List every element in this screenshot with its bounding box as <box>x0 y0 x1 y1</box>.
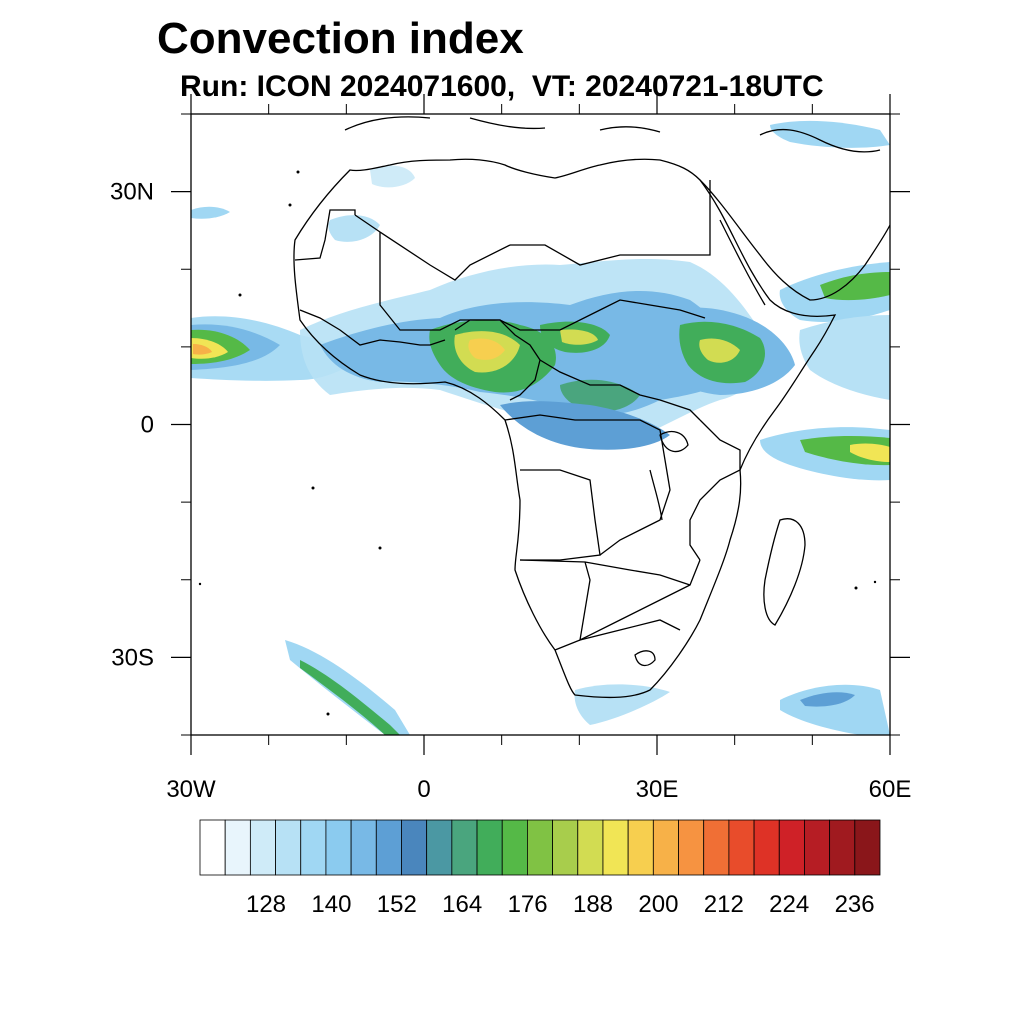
field-indian-ocean-yellow <box>850 443 890 462</box>
convection-field <box>191 120 890 735</box>
colorbar-label: 224 <box>769 891 809 918</box>
colorbar-swatch <box>501 819 528 876</box>
colorbar-swatch <box>778 819 805 876</box>
lon-tick-label: 0 <box>417 776 430 803</box>
field-morocco <box>328 215 380 242</box>
colorbar-swatch <box>804 819 831 876</box>
island-6 <box>873 580 877 584</box>
border-nigeria-cameroon <box>454 319 541 401</box>
lake-tanganyika <box>649 469 663 521</box>
field-ethiopia-yellow <box>699 338 740 363</box>
coastlines-borders <box>293 116 890 699</box>
island-1 <box>311 486 315 490</box>
lat-tick-label: 30S <box>111 644 154 671</box>
colorbar-label: 188 <box>573 891 613 918</box>
red-sea-east <box>719 219 766 306</box>
colorbar-swatch <box>451 819 478 876</box>
island-5 <box>854 586 858 590</box>
colorbar-swatch <box>552 819 579 876</box>
colorbar-label: 128 <box>246 891 286 918</box>
island-2 <box>378 546 382 550</box>
colorbar-swatch <box>829 819 856 876</box>
colorbar-swatch <box>401 819 428 876</box>
field-south-africa <box>574 684 670 725</box>
border-south-africa <box>554 619 681 651</box>
colorbar-swatch <box>476 819 503 876</box>
island-8 <box>288 203 292 207</box>
colorbar: 128 140 152 164 176 188 200 212 224 236 <box>199 819 881 918</box>
colorbar-swatch <box>652 819 679 876</box>
border-libya-egypt <box>510 180 711 266</box>
colorbar-label: 212 <box>704 891 744 918</box>
madagascar-coast <box>763 518 806 626</box>
border-sahel <box>379 232 706 331</box>
colorbar-swatch <box>350 819 377 876</box>
colorbar-swatch <box>527 819 553 876</box>
border-west-africa <box>299 309 446 346</box>
axis-tick-labels: 30N 0 30S 30W 0 30E 60E <box>110 179 911 803</box>
border-southern-africa <box>519 559 701 642</box>
colorbar-swatch <box>426 819 453 876</box>
field-south-indian-core <box>800 692 855 707</box>
colorbar-swatch <box>224 819 251 876</box>
mediterranean-north-coast <box>344 116 661 133</box>
border-angola <box>520 469 601 561</box>
africa-coastline <box>293 158 837 699</box>
colorbar-swatch <box>199 819 226 876</box>
arabia-coast <box>699 128 890 301</box>
lake-victoria <box>659 431 689 453</box>
chart-subtitle: Run: ICON 2024071600, VT: 20240721-18UTC <box>180 70 824 103</box>
colorbar-label: 164 <box>442 891 482 918</box>
lat-tick-label: 0 <box>141 412 154 439</box>
lon-tick-label: 30W <box>166 776 216 803</box>
island-9 <box>238 293 242 297</box>
colorbar-label: 200 <box>638 891 678 918</box>
field-congo-blue <box>500 401 670 450</box>
field-car-green <box>560 379 640 412</box>
island-7 <box>296 170 300 174</box>
colorbar-swatch <box>728 819 755 876</box>
colorbar-swatch <box>375 819 402 876</box>
colorbar-label: 236 <box>835 891 875 918</box>
field-nigeria-core <box>468 338 505 360</box>
border-algeria-mali <box>354 214 511 281</box>
field-atlantic-itcz-hot <box>193 344 212 355</box>
colorbar-swatch <box>678 819 705 876</box>
colorbar-swatch <box>300 819 327 876</box>
border-drc <box>504 414 671 556</box>
lon-tick-label: 30E <box>636 776 679 803</box>
colorbar-swatch <box>854 819 881 876</box>
colorbar-label: 152 <box>377 891 417 918</box>
lesotho <box>634 650 656 667</box>
lon-tick-label: 60E <box>869 776 912 803</box>
border-mauritania <box>294 209 356 261</box>
field-sahara-west <box>370 165 415 188</box>
island-4 <box>198 582 202 586</box>
island-3 <box>326 712 330 716</box>
colorbar-swatch <box>703 819 730 876</box>
axis-ticks <box>171 94 910 755</box>
field-south-atlantic-green <box>300 660 400 735</box>
field-south-atlantic-outer <box>285 640 410 735</box>
colorbar-swatch <box>577 819 604 876</box>
field-med-east <box>770 120 890 148</box>
colorbar-label: 140 <box>311 891 351 918</box>
colorbar-swatch <box>275 819 302 876</box>
border-east-africa <box>689 419 741 561</box>
colorbar-label: 176 <box>508 891 548 918</box>
colorbar-swatch <box>627 819 654 876</box>
border-central-africa <box>539 359 701 421</box>
colorbar-swatch <box>249 819 276 876</box>
colorbar-swatch <box>602 819 629 876</box>
chart-title: Convection index <box>157 14 524 63</box>
islands <box>198 170 877 716</box>
field-chad-yellow <box>560 329 598 345</box>
field-north-atlantic-small <box>191 206 230 219</box>
lat-tick-label: 30N <box>110 179 154 206</box>
colorbar-swatch <box>753 819 780 876</box>
colorbar-swatch <box>325 819 352 876</box>
field-arabia-east <box>799 315 890 400</box>
field-arabia-green <box>820 272 890 301</box>
